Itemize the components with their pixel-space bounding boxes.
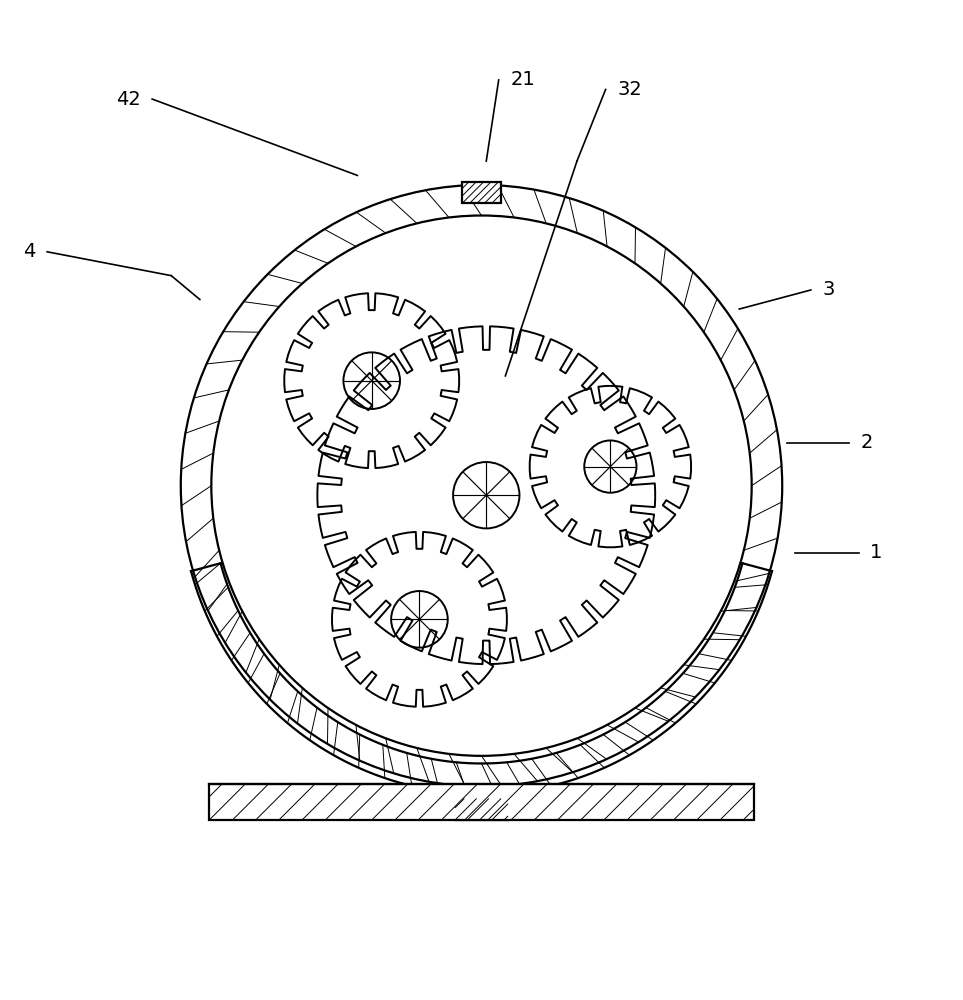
Text: 3: 3 (822, 280, 835, 299)
Text: 1: 1 (870, 543, 882, 562)
Bar (462, 182, 501, 203)
Text: 21: 21 (510, 70, 534, 89)
Text: 2: 2 (861, 433, 872, 452)
Text: 42: 42 (116, 90, 141, 109)
Text: 32: 32 (617, 80, 641, 99)
Bar (209, 784, 754, 820)
Bar (455, 799, 508, 820)
Text: 4: 4 (23, 242, 36, 261)
Circle shape (211, 216, 752, 756)
